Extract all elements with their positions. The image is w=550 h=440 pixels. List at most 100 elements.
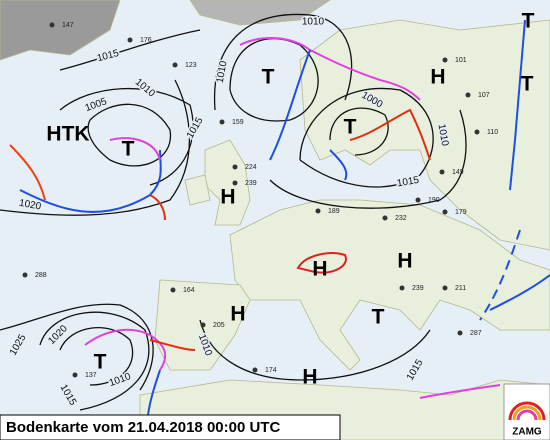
logo-arc [512, 405, 542, 421]
cold-front [509, 19, 526, 191]
logo-arc [508, 401, 546, 421]
isobars [0, 13, 467, 411]
station-value: 110 [487, 129, 498, 136]
station-value: 123 [185, 62, 197, 69]
station-value: 179 [455, 209, 467, 216]
logo-arcs [508, 401, 546, 421]
station-value: 174 [265, 367, 277, 374]
station-dot [315, 208, 321, 214]
greenland [0, 0, 121, 61]
pressure-center: HTK [46, 123, 89, 146]
station-dot [442, 57, 448, 63]
station-value: 224 [245, 164, 257, 171]
cold-front [19, 149, 162, 213]
station-dot [232, 180, 238, 186]
warm-front [349, 108, 431, 161]
station-dot [200, 322, 206, 328]
isobar [39, 311, 150, 411]
station-value: 147 [62, 22, 74, 29]
station-dot [252, 367, 258, 373]
station-value: 101 [455, 57, 467, 64]
cold-front [479, 229, 521, 321]
isobar [199, 319, 431, 381]
pressure-center: T [344, 116, 357, 139]
station-dot [170, 287, 176, 293]
pressure-center: H [302, 366, 317, 389]
central-europe [229, 199, 550, 371]
station-value: 190 [428, 197, 440, 204]
isobar [229, 38, 319, 122]
station-value: 176 [140, 37, 152, 44]
station-dot [415, 197, 421, 203]
britain [204, 139, 251, 226]
station-value: 205 [213, 322, 225, 329]
pressure-center: H [230, 303, 245, 326]
isobar [213, 13, 353, 111]
thermal-low-outline [296, 252, 347, 274]
warm-front [149, 194, 166, 221]
station-dot [399, 285, 405, 291]
isobar [329, 107, 389, 156]
station-dot [22, 272, 28, 278]
cold-front [147, 369, 161, 416]
station-value: 149 [452, 169, 464, 176]
isobar [269, 109, 467, 209]
station-dot [232, 164, 238, 170]
station-value: 288 [35, 272, 47, 279]
station-dot [439, 169, 445, 175]
cold-front [269, 49, 311, 161]
logo-arc [516, 409, 538, 421]
logo-text: ZAMG [512, 427, 542, 438]
station-dot [127, 37, 133, 43]
pressure-center: H [397, 250, 412, 273]
station-value: 239 [245, 180, 257, 187]
station-dot [442, 209, 448, 215]
scandinavia-east [299, 19, 550, 251]
pressure-center: T [262, 66, 275, 89]
isobar [0, 303, 154, 391]
station-dot [465, 92, 471, 98]
station-value: 107 [478, 92, 490, 99]
station-dot [457, 330, 463, 336]
pressure-center: T [94, 351, 107, 374]
station-value: 232 [395, 215, 407, 222]
pressure-center: T [122, 138, 135, 161]
cold-front [329, 149, 348, 181]
pressure-center: T [521, 73, 534, 96]
isobar [299, 87, 434, 188]
station-value: 211 [455, 285, 466, 292]
station-value: 164 [183, 287, 195, 294]
station-dot [382, 215, 388, 221]
cold-front [489, 274, 550, 311]
map-title: Bodenkarte vom 21.04.2018 00:00 UTC [6, 419, 280, 436]
isobar [59, 327, 134, 386]
pressure-center: H [430, 66, 445, 89]
occluded-front [84, 328, 167, 371]
warm-front [149, 339, 196, 351]
isobar [59, 29, 201, 71]
occluded-front [419, 384, 501, 399]
warm-front [9, 144, 46, 201]
station-dot [474, 129, 480, 135]
isobar [87, 103, 172, 167]
title-box [0, 414, 341, 440]
pressure-center: H [220, 186, 235, 209]
pressure-center: T [372, 306, 385, 329]
iceland [189, 0, 331, 26]
station-dot [172, 62, 178, 68]
occluded-front [239, 37, 421, 101]
pressure-center: T [522, 10, 535, 33]
station-dot [49, 22, 55, 28]
station-value: 159 [232, 119, 244, 126]
station-value: 189 [328, 208, 340, 215]
ireland [184, 174, 211, 206]
pressure-center: H [312, 258, 327, 281]
occluded-front [109, 137, 161, 161]
station-value: 239 [412, 285, 424, 292]
station-value: 137 [85, 372, 97, 379]
station-value: 287 [470, 330, 482, 337]
isobar [59, 87, 194, 186]
isobar-label: 1010 [302, 17, 325, 28]
station-dot [442, 285, 448, 291]
